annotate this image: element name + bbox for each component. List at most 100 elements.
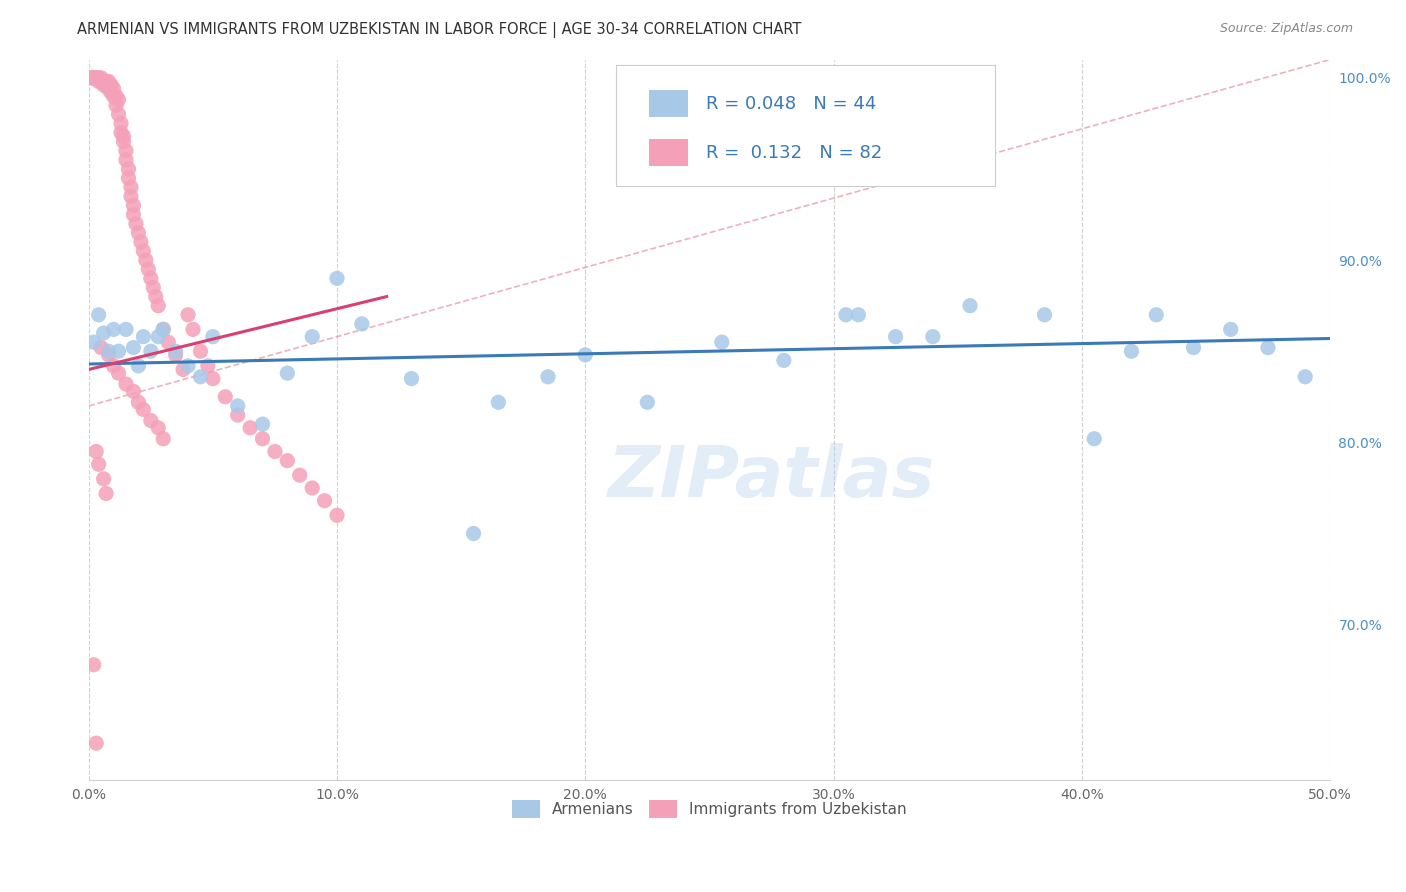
Point: [401, 371, 423, 385]
Point: [94, 74, 117, 88]
Legend: Armenians, Immigrants from Uzbekistan: Armenians, Immigrants from Uzbekistan: [505, 792, 914, 826]
Point: [84, 736, 107, 750]
Point: [181, 322, 204, 336]
Point: [122, 341, 145, 355]
Point: [97, 82, 120, 96]
Point: [105, 89, 128, 103]
Point: [463, 526, 485, 541]
Point: [139, 413, 162, 427]
Point: [145, 289, 167, 303]
Point: [120, 180, 142, 194]
Point: [115, 153, 138, 167]
Point: [157, 335, 180, 350]
Point: [190, 344, 212, 359]
Point: [103, 322, 125, 336]
Point: [326, 271, 349, 285]
Point: [93, 78, 115, 92]
Point: [87, 308, 110, 322]
Point: [103, 359, 125, 373]
Point: [129, 235, 152, 249]
Point: [117, 171, 139, 186]
Point: [93, 326, 115, 340]
Point: [884, 329, 907, 343]
Point: [172, 362, 194, 376]
Point: [835, 308, 858, 322]
Point: [87, 457, 110, 471]
Point: [127, 226, 149, 240]
Text: R = 0.048   N = 44: R = 0.048 N = 44: [706, 95, 876, 112]
Point: [90, 341, 112, 355]
Point: [1144, 308, 1167, 322]
Point: [1257, 341, 1279, 355]
Point: [107, 93, 129, 107]
Point: [87, 74, 110, 88]
Point: [97, 74, 120, 88]
Point: [148, 299, 170, 313]
Point: [107, 107, 129, 121]
Point: [112, 135, 135, 149]
Point: [139, 271, 162, 285]
Point: [127, 395, 149, 409]
Point: [83, 335, 105, 350]
Point: [90, 70, 112, 85]
Point: [1294, 369, 1316, 384]
Point: [314, 493, 336, 508]
Point: [136, 262, 159, 277]
FancyBboxPatch shape: [616, 64, 995, 186]
Point: [197, 359, 219, 373]
Point: [959, 299, 981, 313]
Point: [350, 317, 373, 331]
Point: [214, 390, 236, 404]
Point: [125, 217, 148, 231]
Point: [115, 377, 138, 392]
Point: [132, 402, 155, 417]
Point: [122, 198, 145, 212]
Point: [773, 353, 796, 368]
Point: [177, 359, 200, 373]
Point: [103, 82, 125, 96]
Point: [83, 70, 105, 85]
Text: ZIPatlas: ZIPatlas: [607, 442, 935, 512]
Point: [846, 308, 869, 322]
Point: [90, 74, 112, 88]
Point: [148, 329, 170, 343]
Point: [710, 335, 733, 350]
Point: [165, 348, 187, 362]
Point: [80, 70, 103, 85]
Point: [127, 359, 149, 373]
Point: [252, 432, 274, 446]
Point: [100, 86, 122, 100]
Point: [276, 453, 298, 467]
FancyBboxPatch shape: [648, 139, 689, 166]
Point: [252, 417, 274, 432]
Point: [87, 70, 110, 85]
Point: [107, 366, 129, 380]
Point: [921, 329, 943, 343]
Point: [84, 70, 107, 85]
Point: [105, 98, 128, 112]
Point: [83, 70, 105, 85]
Point: [301, 481, 323, 495]
Point: [165, 344, 187, 359]
Point: [139, 344, 162, 359]
Point: [122, 208, 145, 222]
Point: [120, 189, 142, 203]
Point: [122, 384, 145, 399]
Point: [84, 444, 107, 458]
Point: [93, 74, 115, 88]
Point: [1219, 322, 1241, 336]
Point: [112, 129, 135, 144]
Point: [83, 657, 105, 672]
Point: [97, 348, 120, 362]
Text: ARMENIAN VS IMMIGRANTS FROM UZBEKISTAN IN LABOR FORCE | AGE 30-34 CORRELATION CH: ARMENIAN VS IMMIGRANTS FROM UZBEKISTAN I…: [77, 22, 801, 38]
Point: [486, 395, 509, 409]
Point: [1033, 308, 1056, 322]
Point: [276, 366, 298, 380]
Point: [117, 161, 139, 176]
FancyBboxPatch shape: [648, 90, 689, 117]
Point: [103, 89, 125, 103]
Point: [94, 78, 117, 92]
Point: [115, 144, 138, 158]
Point: [80, 70, 103, 85]
Point: [135, 253, 157, 268]
